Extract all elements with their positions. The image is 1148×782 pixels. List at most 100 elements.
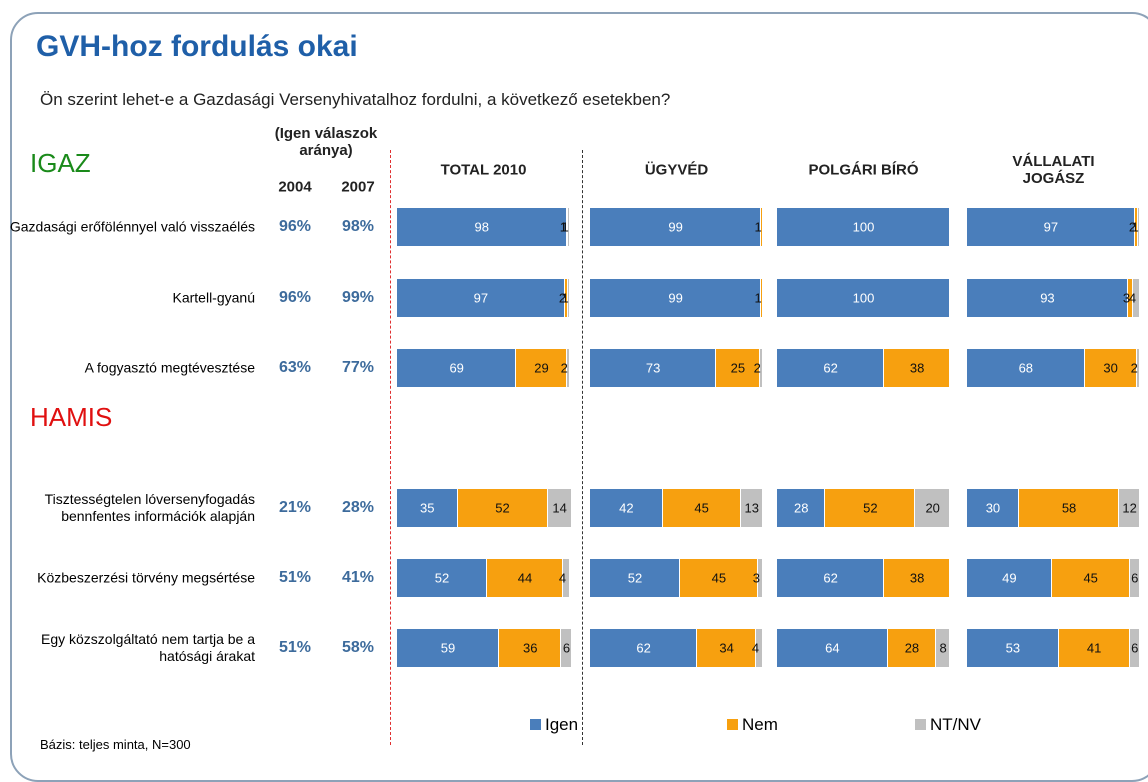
bar-segment xyxy=(397,349,517,387)
legend-swatch xyxy=(727,719,738,730)
data-label: 25 xyxy=(730,360,746,376)
bar-segment xyxy=(397,279,565,317)
legend-swatch xyxy=(530,719,541,730)
bar-segment xyxy=(566,349,570,387)
bar-segment xyxy=(516,349,567,387)
bar-segment xyxy=(1084,349,1137,387)
legend-label: Nem xyxy=(742,715,778,734)
row-label: Tisztességtelen lóversenyfogadás bennfen… xyxy=(44,491,255,524)
data-label: 52 xyxy=(627,570,643,586)
data-label: 93 xyxy=(1040,290,1055,306)
subtitle: Ön szerint lehet-e a Gazdasági Versenyhi… xyxy=(40,90,671,109)
data-label: 2 xyxy=(1130,360,1138,376)
data-label: 45 xyxy=(694,500,709,516)
bar-segment xyxy=(1119,489,1140,527)
divider xyxy=(390,150,391,745)
bar-segment xyxy=(740,489,763,527)
bar-segment xyxy=(590,208,762,246)
data-label: 42 xyxy=(619,500,634,516)
row-label: Egy közszolgáltató nem tartja be a hatós… xyxy=(40,631,255,664)
bar-segment xyxy=(547,489,572,527)
history-value: 51% xyxy=(278,639,312,656)
legend-swatch xyxy=(915,719,926,730)
data-label: 28 xyxy=(793,500,809,516)
bar-segment xyxy=(825,489,916,527)
title: GVH-hoz fordulás okai xyxy=(36,30,358,63)
data-label: 35 xyxy=(420,500,435,516)
bar-segment xyxy=(662,489,741,527)
bar-segment xyxy=(457,489,548,527)
legend-label: NT/NV xyxy=(930,715,981,734)
bar-segment xyxy=(1129,629,1140,667)
history-title: (Igen válaszok aránya) xyxy=(274,125,378,159)
data-label: 12 xyxy=(1122,500,1137,516)
bar-segment xyxy=(590,559,680,597)
history-year: 2004 xyxy=(278,178,312,196)
data-label: 64 xyxy=(825,640,840,656)
bar-segment xyxy=(397,559,487,597)
bar-segment xyxy=(1051,559,1130,597)
history-value: 77% xyxy=(341,359,375,376)
data-label: 2 xyxy=(558,290,567,306)
data-label: 6 xyxy=(1131,640,1139,656)
data-label: 62 xyxy=(823,570,838,586)
bar-segment xyxy=(1129,559,1140,597)
panel-title: ÜGYVÉD xyxy=(644,161,709,179)
bar-segment xyxy=(564,279,569,317)
bar-segment xyxy=(967,489,1019,527)
data-label: 1 xyxy=(561,290,569,306)
data-label: 1 xyxy=(1131,219,1139,235)
bar-segment xyxy=(777,279,950,317)
data-label: 14 xyxy=(552,500,567,516)
bar-segment xyxy=(967,349,1085,387)
data-label: 97 xyxy=(1043,219,1059,235)
data-label: 6 xyxy=(1131,570,1139,586)
data-label: 3 xyxy=(1122,290,1131,306)
data-label: 30 xyxy=(1103,360,1118,376)
bar-segment xyxy=(967,559,1052,597)
panel-title: POLGÁRI BÍRÓ xyxy=(808,161,919,179)
data-label: 52 xyxy=(495,500,510,516)
history-value: 63% xyxy=(278,359,312,376)
bar-segment xyxy=(884,349,950,387)
data-label: 38 xyxy=(909,360,925,376)
data-label: 3 xyxy=(752,570,761,586)
section-label: HAMIS xyxy=(30,402,113,432)
data-label: 45 xyxy=(1083,570,1098,586)
data-label: 45 xyxy=(711,570,727,586)
data-label: 1 xyxy=(754,290,762,306)
bar-segment xyxy=(936,629,950,667)
bar-segment xyxy=(967,629,1059,667)
bar-segment xyxy=(590,489,663,527)
data-label: 98 xyxy=(474,219,489,235)
panel-title: VÁLLALATI JOGÁSZ xyxy=(1012,153,1095,187)
data-label: 52 xyxy=(434,570,450,586)
bar-segment xyxy=(499,629,562,667)
bar-segment xyxy=(590,629,698,667)
bar-segment xyxy=(1133,279,1140,317)
bar-segment xyxy=(716,349,760,387)
row-label: A fogyasztó megtévesztése xyxy=(84,359,255,376)
data-label: 6 xyxy=(562,640,571,656)
history-value: 21% xyxy=(278,499,312,516)
bar-segment xyxy=(486,559,564,597)
data-label: 62 xyxy=(636,640,651,656)
data-label: 29 xyxy=(534,360,549,376)
data-label: 1 xyxy=(754,219,762,235)
history-value: 96% xyxy=(278,218,312,235)
bar-segment xyxy=(777,489,826,527)
data-label: 59 xyxy=(440,640,456,656)
bar-segment xyxy=(568,279,570,317)
row-label: Gazdasági erőfölénnyel való visszaélés xyxy=(9,218,255,235)
row-label: Közbeszerzési törvény megsértése xyxy=(37,569,255,586)
data-label: 100 xyxy=(852,219,875,235)
data-label: 52 xyxy=(863,500,878,516)
row-label: Kartell-gyanú xyxy=(172,289,256,306)
divider xyxy=(582,150,583,745)
data-label: 13 xyxy=(744,500,759,516)
bar-segment xyxy=(761,279,763,317)
data-label: 41 xyxy=(1086,640,1102,656)
bar-segment xyxy=(561,629,572,667)
data-label: 28 xyxy=(904,640,920,656)
data-label: 1 xyxy=(559,219,568,235)
